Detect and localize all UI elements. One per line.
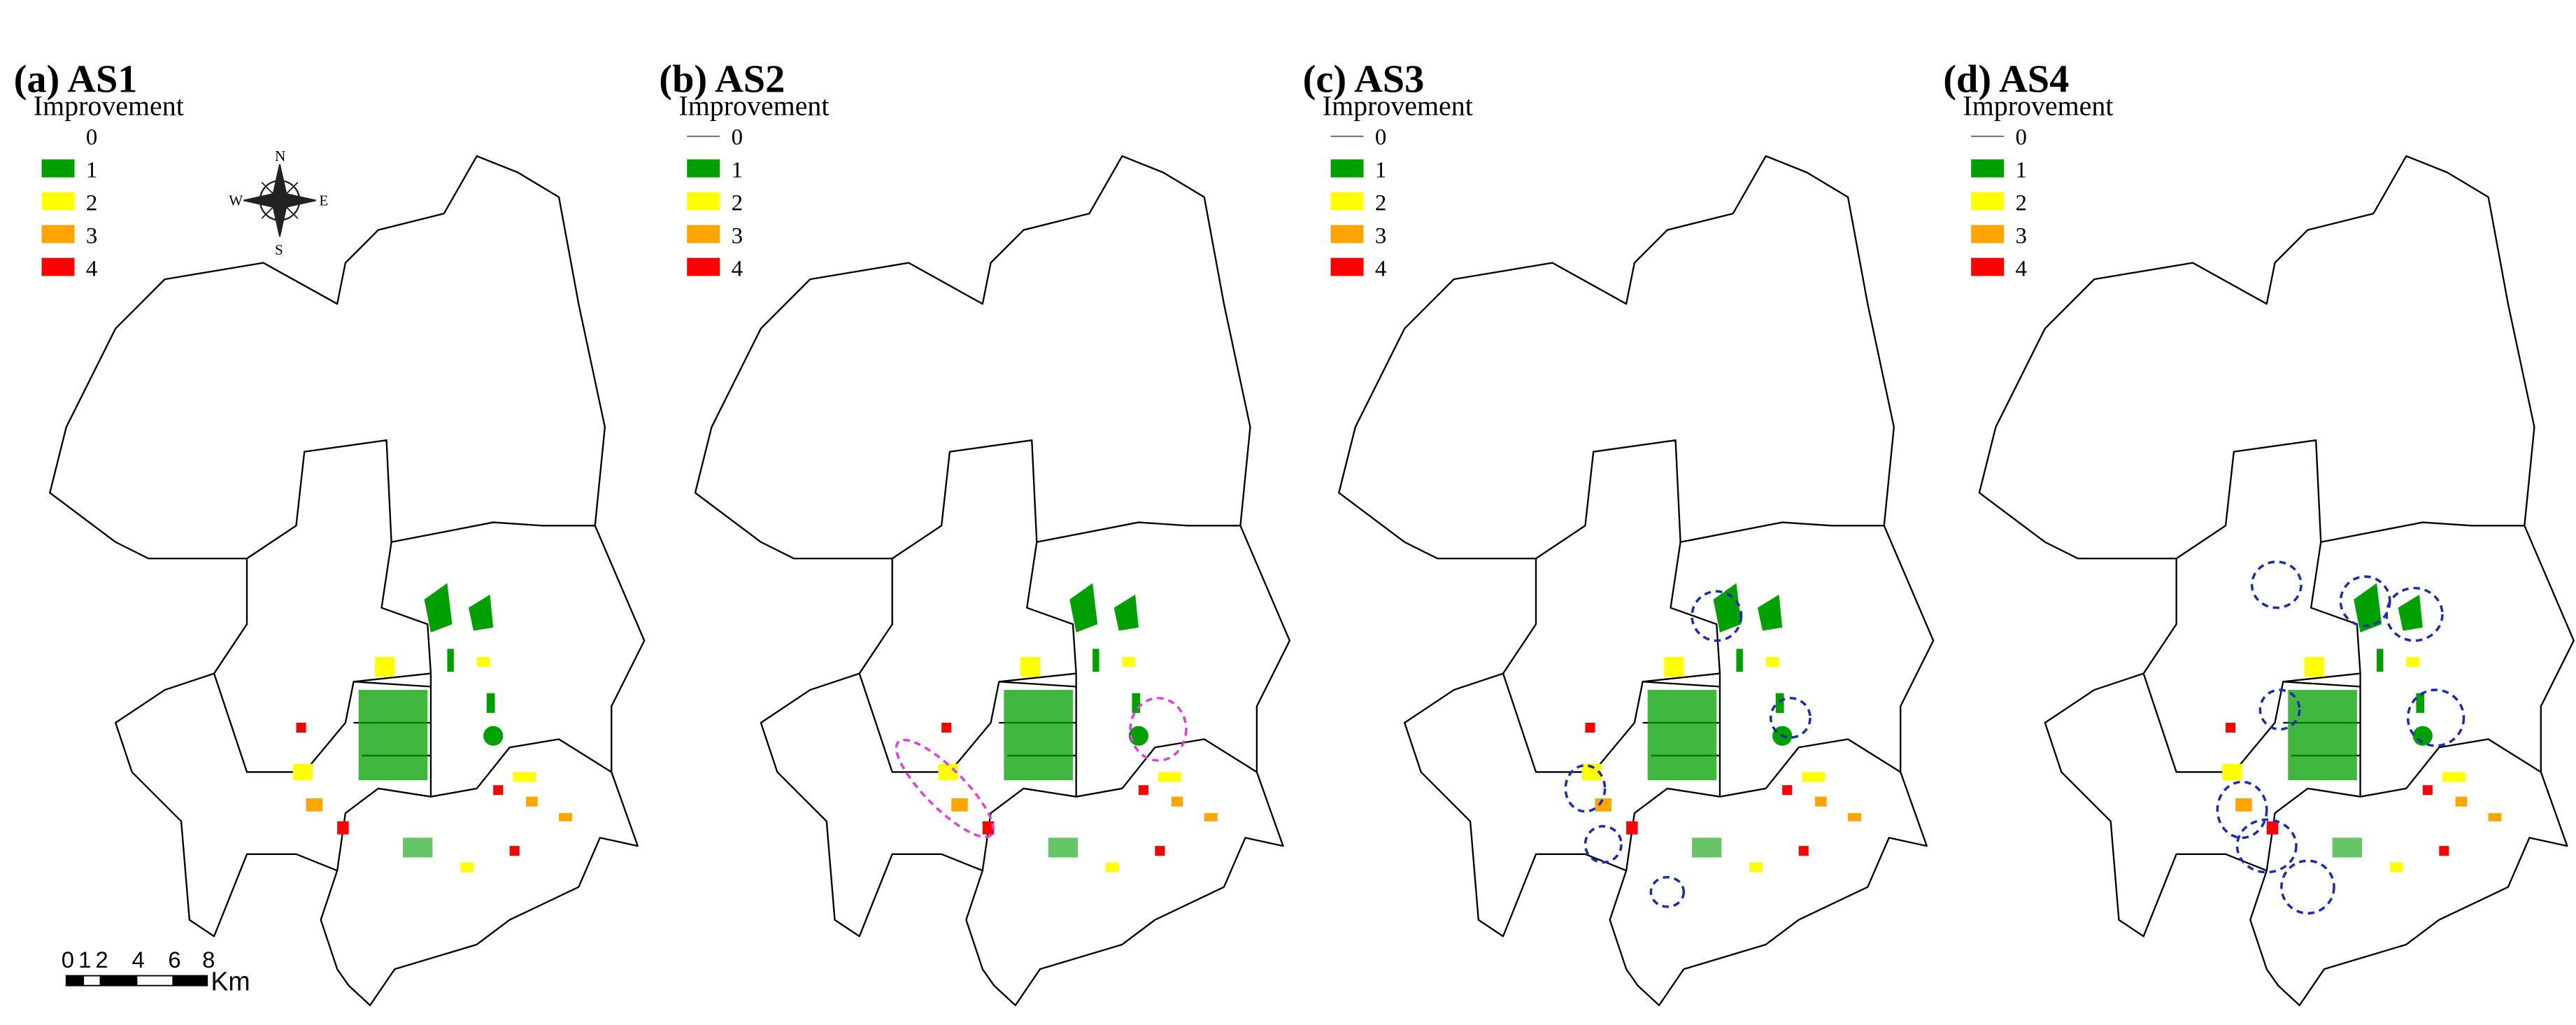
scale-label: 8	[202, 947, 215, 973]
panel-title: (c) AS3	[1303, 57, 1425, 101]
legend-label: 4	[1375, 256, 1386, 281]
scale-label: 0	[62, 947, 74, 973]
scale-segment	[99, 975, 138, 987]
scale-label: 6	[168, 947, 180, 973]
district-outline	[694, 155, 1291, 1007]
compass: N S W E	[229, 148, 328, 258]
district-outline	[1978, 155, 2575, 1007]
legend-label: 1	[86, 158, 97, 183]
legend-label: 3	[2016, 223, 2027, 248]
panel-title: (d) AS4	[1943, 57, 2069, 101]
legend-label: 0	[86, 125, 97, 150]
legend-label: 4	[86, 256, 97, 281]
legend-swatch	[1330, 159, 1364, 178]
legend-label: 3	[732, 223, 743, 248]
legend-title: Improvement	[1323, 90, 1473, 121]
district-outline	[49, 155, 646, 1007]
scale-bar: 0 1 2 4 6 8Km	[62, 947, 250, 996]
legend-swatch	[41, 159, 75, 178]
legend-swatch	[1330, 225, 1364, 243]
compass-w: W	[229, 192, 243, 208]
legend-swatch	[41, 192, 75, 211]
scale-segment	[83, 975, 101, 987]
legend-swatch	[687, 192, 720, 211]
improvement-patches	[292, 583, 572, 872]
legend-label: 3	[1375, 223, 1386, 248]
legend-label: 2	[2016, 191, 2027, 216]
scale-unit: Km	[211, 967, 250, 996]
highlight-circles	[895, 560, 2465, 915]
legend-swatch	[1971, 159, 2005, 178]
compass-ring	[259, 180, 301, 221]
legend-title: Improvement	[678, 90, 829, 121]
compass-e: E	[319, 192, 328, 208]
legend-swatch	[41, 257, 75, 276]
legend-label: 1	[732, 158, 743, 183]
improvement-patches	[1581, 583, 1861, 872]
legend-swatch	[1971, 257, 2005, 276]
compass-n: N	[275, 148, 285, 164]
legend-swatch	[1330, 257, 1364, 276]
legend-swatch	[1330, 192, 1364, 211]
scale-segment	[65, 975, 85, 987]
legend-label: 1	[2016, 158, 2027, 183]
panel-title: (a) AS1	[14, 57, 138, 101]
legend-label: 0	[1375, 125, 1386, 150]
compass-s: S	[275, 241, 283, 258]
legend-label: 1	[1375, 158, 1386, 183]
compass-rose	[243, 164, 316, 237]
legend-label: 2	[86, 191, 97, 216]
improvement-patches	[2222, 583, 2502, 872]
legend-swatch	[687, 257, 720, 276]
legend-swatch	[687, 159, 720, 178]
improvement-patches	[938, 583, 1218, 872]
legend-swatch	[687, 225, 720, 243]
legend-label: 3	[86, 223, 97, 248]
legend-label: 0	[2016, 125, 2027, 150]
legend-swatch	[41, 225, 75, 243]
legend-label: 2	[1375, 191, 1386, 216]
legend-label: 4	[2016, 256, 2027, 281]
legend-title: Improvement	[34, 90, 184, 121]
legend-label: 4	[732, 256, 743, 281]
scale-label: 2	[96, 947, 108, 973]
scale-segment	[136, 975, 174, 987]
district-outline	[1338, 155, 1935, 1007]
scale-label: 1	[78, 947, 91, 973]
legend-swatch	[1971, 225, 2005, 243]
panel-title: (b) AS2	[659, 57, 785, 101]
legend-label: 2	[732, 191, 743, 216]
legend-label: 0	[732, 125, 743, 150]
legend-swatch	[1971, 192, 2005, 211]
legend-title: Improvement	[1963, 90, 2113, 121]
scale-segment	[172, 975, 208, 987]
scale-label: 4	[131, 947, 144, 973]
